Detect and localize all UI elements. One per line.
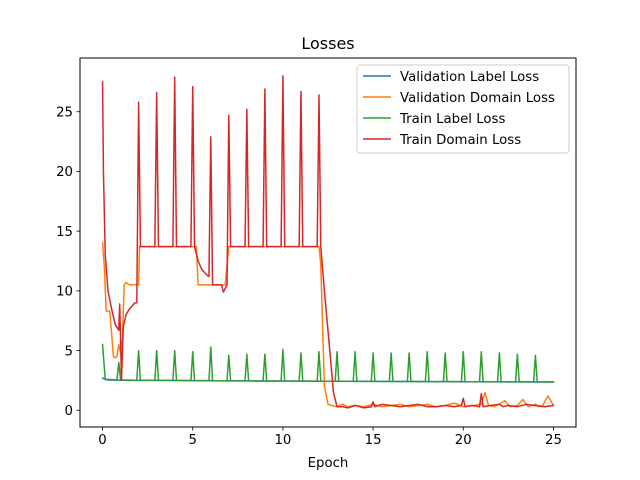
- y-tick-label: 20: [56, 165, 73, 180]
- axes-frame: [79, 57, 577, 428]
- x-axis-label: Epoch: [308, 456, 349, 471]
- legend: Validation Label Loss Validation Domain L…: [356, 64, 570, 154]
- legend-label: Validation Label Loss: [400, 70, 539, 85]
- y-tick-label: 5: [65, 344, 73, 359]
- x-tick-label: 20: [455, 433, 472, 448]
- x-tick-label: 5: [188, 433, 196, 448]
- x-tick-label: 25: [545, 433, 562, 448]
- legend-label: Train Label Loss: [399, 112, 505, 127]
- series-line-train-domain-loss: [101, 75, 555, 409]
- x-axis: 0 5 10 15 20 25: [98, 427, 562, 448]
- y-tick-label: 0: [65, 404, 73, 419]
- y-tick-label: 25: [56, 106, 73, 121]
- chart-title: Losses: [301, 34, 354, 53]
- x-tick-label: 15: [365, 433, 382, 448]
- x-tick-label: 0: [98, 433, 106, 448]
- legend-box: [356, 64, 570, 154]
- series-line-validation-domain-loss: [101, 242, 555, 408]
- y-axis: 0 5 10 15 20 25: [56, 106, 80, 419]
- y-tick-label: 15: [56, 225, 73, 240]
- x-tick-label: 10: [274, 433, 291, 448]
- legend-label: Train Domain Loss: [399, 133, 521, 148]
- plot-area: [101, 75, 555, 409]
- y-tick-label: 10: [56, 285, 73, 300]
- series-line-train-label-loss: [101, 343, 555, 383]
- legend-label: Validation Domain Loss: [400, 91, 555, 106]
